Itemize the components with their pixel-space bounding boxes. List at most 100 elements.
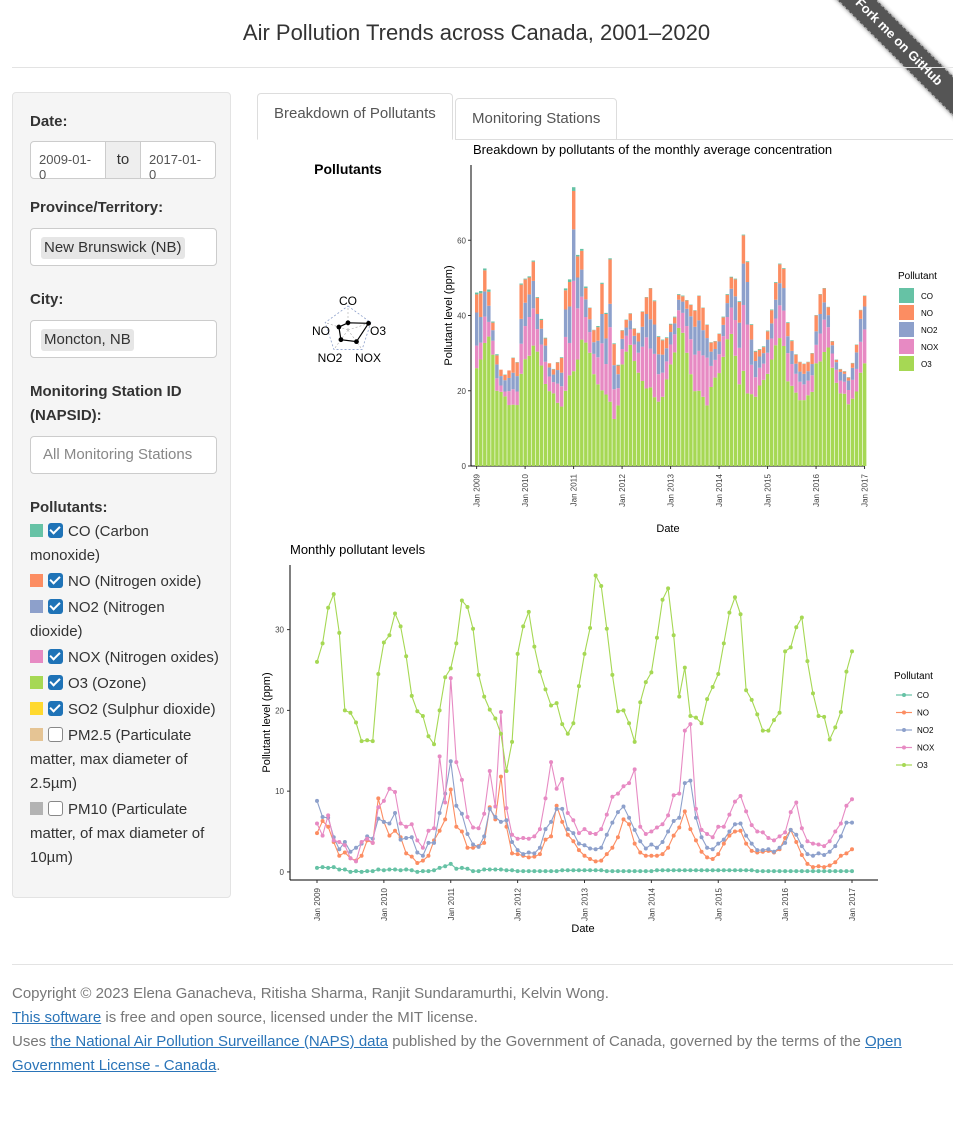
line-point [537,869,542,874]
line-point [615,835,620,840]
bar-segment [604,313,608,339]
checkbox-checked-icon[interactable] [48,599,63,614]
bar-segment [854,352,859,369]
line-point [632,869,637,874]
open-government-license-link[interactable]: Open Government License - Canada [12,1033,902,1074]
bar-segment [543,361,548,384]
date-to-input[interactable]: 2017-01-0 [140,141,216,182]
bar-segment [850,367,855,380]
bar-segment [604,364,608,395]
bar-segment [620,330,624,339]
line-point [721,824,726,829]
bar-segment [555,383,560,403]
line-point [404,851,409,856]
bar-segment [515,391,519,406]
line-point [393,828,398,833]
line-point [560,868,565,873]
line-point [588,846,593,851]
line-point [487,707,492,712]
line-point [649,869,654,874]
checkbox-unchecked-icon[interactable] [48,801,63,816]
line-point [476,844,481,849]
line-point [615,810,620,815]
line-point [532,644,537,649]
bar-segment [814,315,818,332]
pollutant-option[interactable]: NOX (Nitrogen oxides) [30,646,220,670]
bar-segment [507,377,511,392]
bar-segment [677,294,681,295]
date-from-input[interactable]: 2009-01-0 [30,141,106,182]
bar-segment [790,341,794,351]
bar-segment [774,282,778,300]
station-select[interactable]: All Monitoring Stations [30,436,217,474]
line-point [822,844,827,849]
pollutant-option[interactable]: NO2 (Nitrogen dioxide) [30,596,220,644]
line-point [571,721,576,726]
naps-data-link[interactable]: the National Air Pollution Surveillance … [50,1033,389,1050]
bar-segment [596,326,600,328]
line-legend-point [902,693,906,697]
line-point [794,869,799,874]
line-point [381,640,386,645]
github-ribbon[interactable]: Fork me on GitHub [818,0,953,123]
province-select[interactable]: New Brunswick (NB) [30,228,217,266]
province-chip[interactable]: New Brunswick (NB) [41,237,185,259]
bar-segment [826,347,831,466]
pollutant-label: NO (Nitrogen oxide) [68,573,202,590]
line-point [493,716,498,721]
pollutant-color-swatch [30,676,43,689]
pollutant-option[interactable]: NO (Nitrogen oxide) [30,570,220,594]
line-point [621,784,626,789]
bar-segment [693,310,697,327]
checkbox-checked-icon[interactable] [48,523,63,538]
line-point [643,831,648,836]
bar-segment [806,395,810,466]
pollutant-option[interactable]: PM2.5 (Particulate matter, max diameter o… [30,724,220,796]
bar-segment [539,318,544,321]
bar-segment [725,294,729,295]
bar-x-tick-label: Jan 2011 [570,473,579,506]
software-link[interactable]: This software [12,1009,102,1026]
station-label-line1: Monitoring Station ID [30,383,182,400]
city-chip[interactable]: Moncton, NB [41,329,134,351]
line-point [638,700,643,705]
bar-segment [681,301,685,313]
bar-segment [778,263,782,265]
checkbox-unchecked-icon[interactable] [48,727,63,742]
footer-uses: Uses [12,1033,51,1050]
line-point [654,853,659,858]
pollutant-option[interactable]: O3 (Ozone) [30,672,220,696]
bar-segment [563,288,568,291]
line-point [459,598,464,603]
city-select[interactable]: Moncton, NB [30,320,217,358]
pollutant-option[interactable]: PM10 (Particulate matter, of max diameter… [30,798,220,870]
bar-segment [559,386,564,407]
bar-segment [551,382,556,394]
checkbox-checked-icon[interactable] [48,675,63,690]
bar-segment [850,398,855,466]
bar-segment [725,317,729,340]
bar-y-tick-label: 60 [457,236,466,245]
bar-segment [640,311,645,327]
pollutant-color-swatch [30,650,43,663]
bar-legend-key [899,339,914,354]
tab-breakdown-of-pollutants[interactable]: Breakdown of Pollutants [257,93,453,140]
pollutant-label: SO2 (Sulphur dioxide) [68,701,216,718]
checkbox-checked-icon[interactable] [48,701,63,716]
bar-segment [608,258,612,260]
line-point [393,810,398,815]
line-point [783,649,788,654]
line-point [682,809,687,814]
bar-segment [596,340,600,358]
bar-segment [761,379,766,466]
bar-segment [721,336,725,357]
line-point [844,820,849,825]
pollutant-option[interactable]: SO2 (Sulphur dioxide) [30,698,220,722]
checkbox-checked-icon[interactable] [48,649,63,664]
checkbox-checked-icon[interactable] [48,573,63,588]
bar-segment [584,317,588,343]
bar-segment [774,299,778,319]
tab-monitoring-stations[interactable]: Monitoring Stations [455,98,618,140]
line-point [504,768,509,773]
pollutant-option[interactable]: CO (Carbon monoxide) [30,520,220,568]
